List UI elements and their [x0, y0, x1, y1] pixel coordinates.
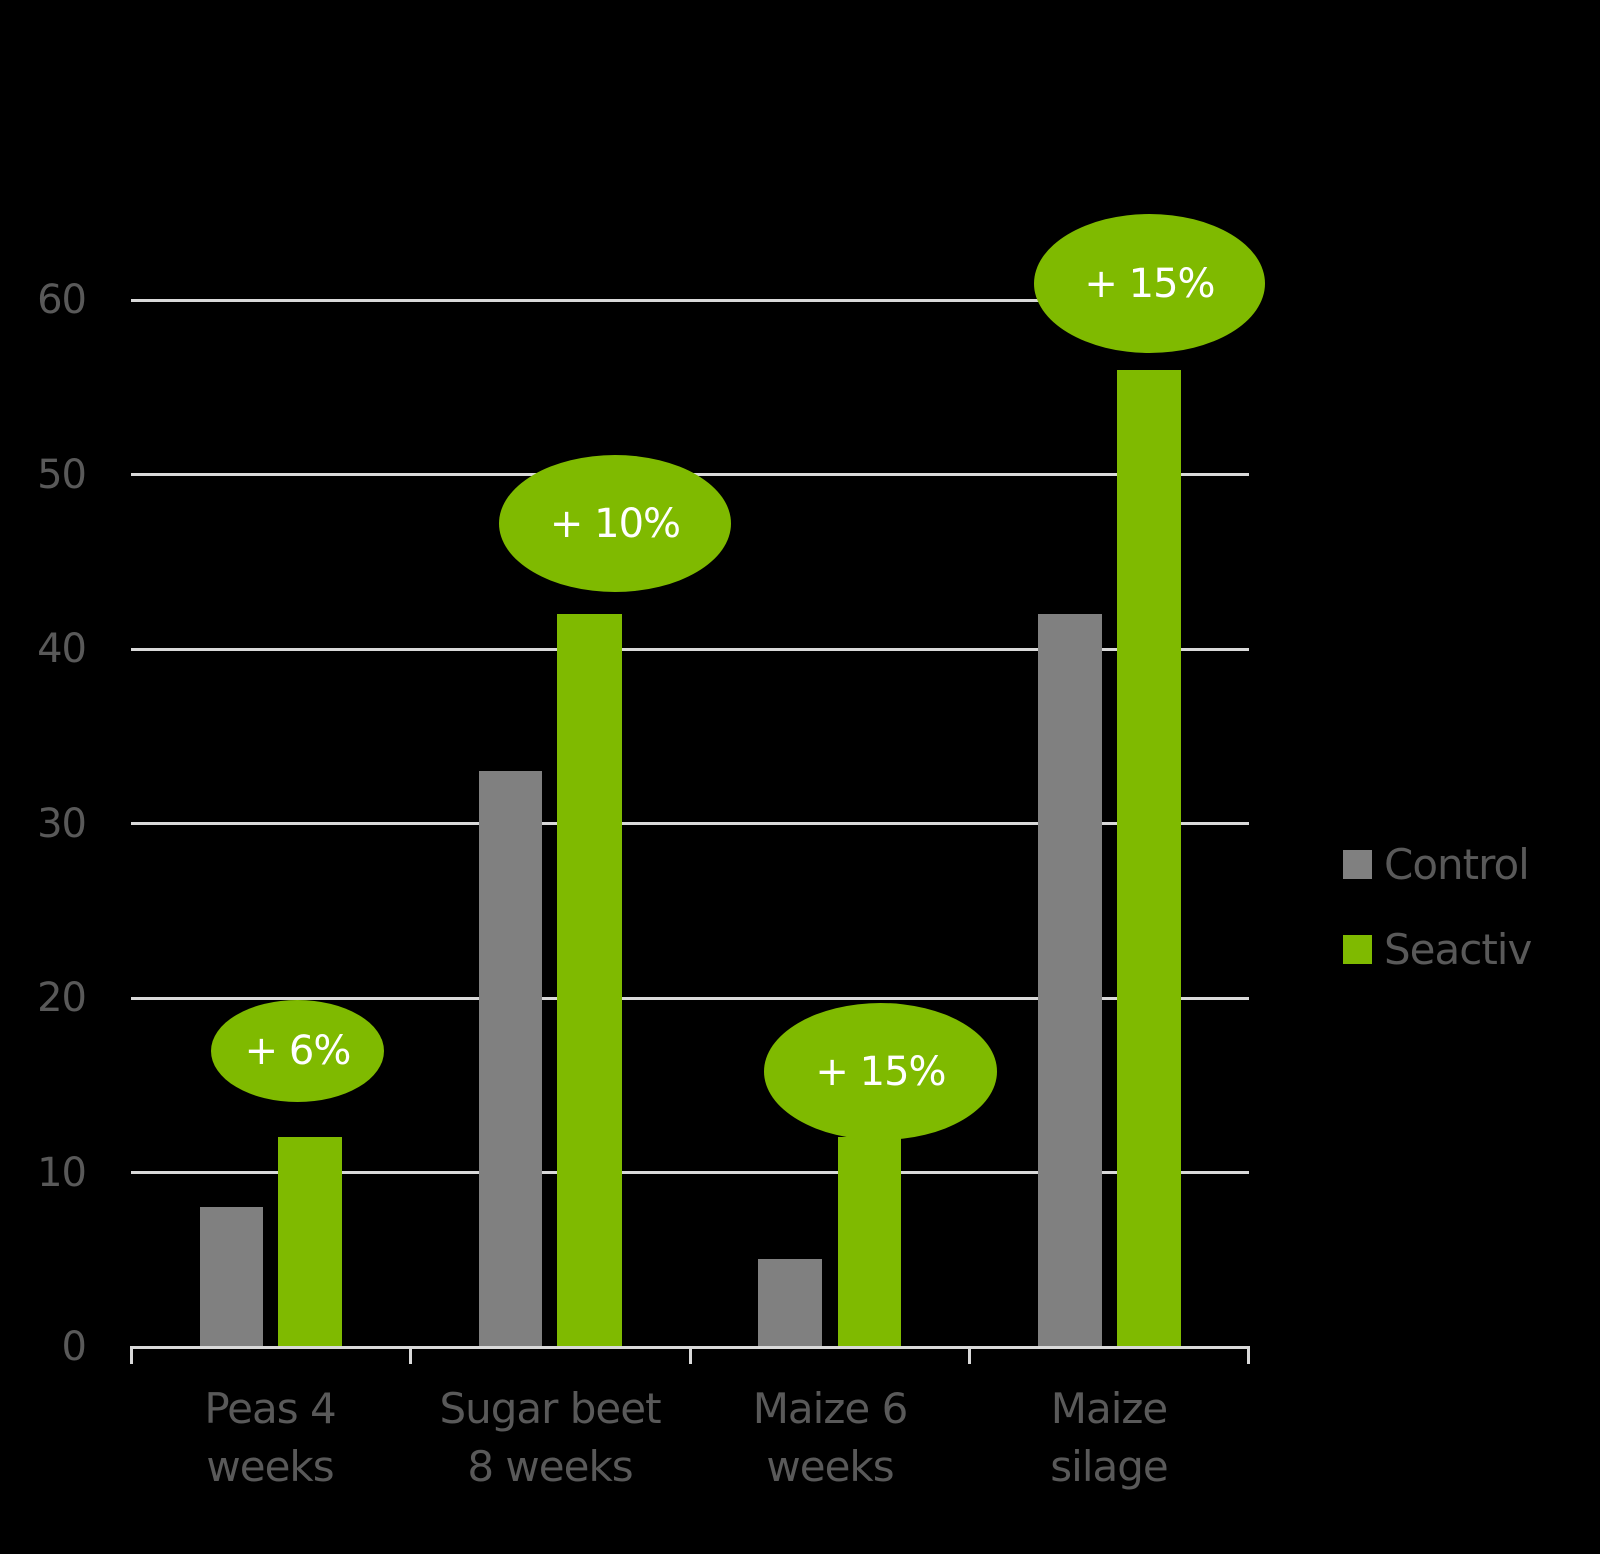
- gridline-10: [131, 1171, 1249, 1174]
- bar-control-maize-silage: [1038, 614, 1102, 1347]
- increase-bubble-sugar-beet: + 10%: [499, 455, 731, 592]
- y-tick-label: 50: [37, 452, 87, 498]
- y-tick-label: 10: [37, 1150, 87, 1196]
- bar-control-sugar-beet: [479, 771, 542, 1347]
- x-label-line: Sugar beet: [439, 1384, 661, 1433]
- legend-item-seactiv: Seactiv: [1343, 925, 1532, 974]
- x-label-sugar-beet: Sugar beet 8 weeks: [410, 1380, 690, 1496]
- x-label-line: Peas 4: [204, 1384, 336, 1433]
- legend-label: Seactiv: [1384, 925, 1532, 974]
- gridline-40: [131, 648, 1249, 651]
- x-axis-tick: [968, 1346, 971, 1364]
- gridline-60: [131, 299, 1249, 302]
- bar-control-maize-6: [758, 1259, 822, 1347]
- x-label-line: silage: [1050, 1442, 1168, 1491]
- bar-seactiv-maize-6: [838, 1137, 901, 1347]
- x-label-maize-6: Maize 6 weeks: [690, 1380, 970, 1496]
- legend-label: Control: [1384, 840, 1530, 889]
- increase-bubble-peas: + 6%: [211, 1000, 384, 1102]
- x-label-line: weeks: [766, 1442, 894, 1491]
- y-tick-label: 30: [37, 801, 87, 847]
- x-label-line: 8 weeks: [467, 1442, 633, 1491]
- x-label-line: weeks: [206, 1442, 334, 1491]
- increase-bubble-maize-silage: + 15%: [1034, 214, 1265, 353]
- x-axis-tick: [409, 1346, 412, 1364]
- x-axis-tick: [689, 1346, 692, 1364]
- x-axis-tick: [130, 1346, 133, 1364]
- x-label-line: Maize: [1050, 1384, 1169, 1433]
- x-label-peas: Peas 4 weeks: [130, 1380, 410, 1496]
- y-tick-label: 60: [37, 277, 87, 323]
- legend-swatch-seactiv: [1343, 935, 1372, 964]
- x-label-line: Maize 6: [752, 1384, 909, 1433]
- legend-item-control: Control: [1343, 840, 1530, 889]
- bar-seactiv-peas: [278, 1137, 342, 1347]
- legend-swatch-control: [1343, 850, 1372, 879]
- y-tick-label: 20: [37, 975, 87, 1021]
- gridline-30: [131, 822, 1249, 825]
- y-tick-label: 0: [61, 1324, 87, 1370]
- bar-seactiv-sugar-beet: [557, 614, 622, 1347]
- gridline-20: [131, 997, 1249, 1000]
- bar-seactiv-maize-silage: [1117, 370, 1181, 1347]
- x-label-maize-silage: Maize silage: [969, 1380, 1249, 1496]
- x-axis-tick: [1247, 1346, 1250, 1364]
- y-tick-label: 40: [37, 626, 87, 672]
- increase-bubble-maize-6: + 15%: [764, 1003, 997, 1140]
- bar-control-peas: [200, 1207, 263, 1347]
